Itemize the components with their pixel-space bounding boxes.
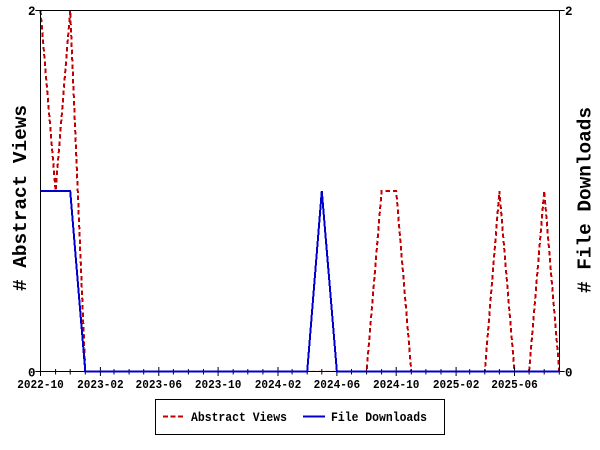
svg-text:2: 2 — [28, 5, 36, 19]
svg-text:2024-06: 2024-06 — [314, 378, 361, 392]
svg-text:2023-06: 2023-06 — [136, 378, 183, 392]
svg-text:# File Downloads: # File Downloads — [575, 107, 597, 293]
svg-text:2023-10: 2023-10 — [195, 378, 242, 392]
svg-text:2024-10: 2024-10 — [373, 378, 420, 392]
svg-text:2: 2 — [565, 5, 573, 19]
svg-text:2024-02: 2024-02 — [255, 378, 302, 392]
svg-text:2022-10: 2022-10 — [17, 378, 64, 392]
svg-text:2025-06: 2025-06 — [491, 378, 538, 392]
svg-text:# Abstract Views: # Abstract Views — [10, 105, 32, 291]
svg-text:Abstract Views: Abstract Views — [191, 410, 287, 425]
svg-text:0: 0 — [28, 367, 36, 381]
svg-text:2023-02: 2023-02 — [77, 378, 124, 392]
svg-text:2025-02: 2025-02 — [433, 378, 480, 392]
svg-text:File Downloads: File Downloads — [331, 410, 427, 425]
svg-text:0: 0 — [565, 367, 573, 381]
